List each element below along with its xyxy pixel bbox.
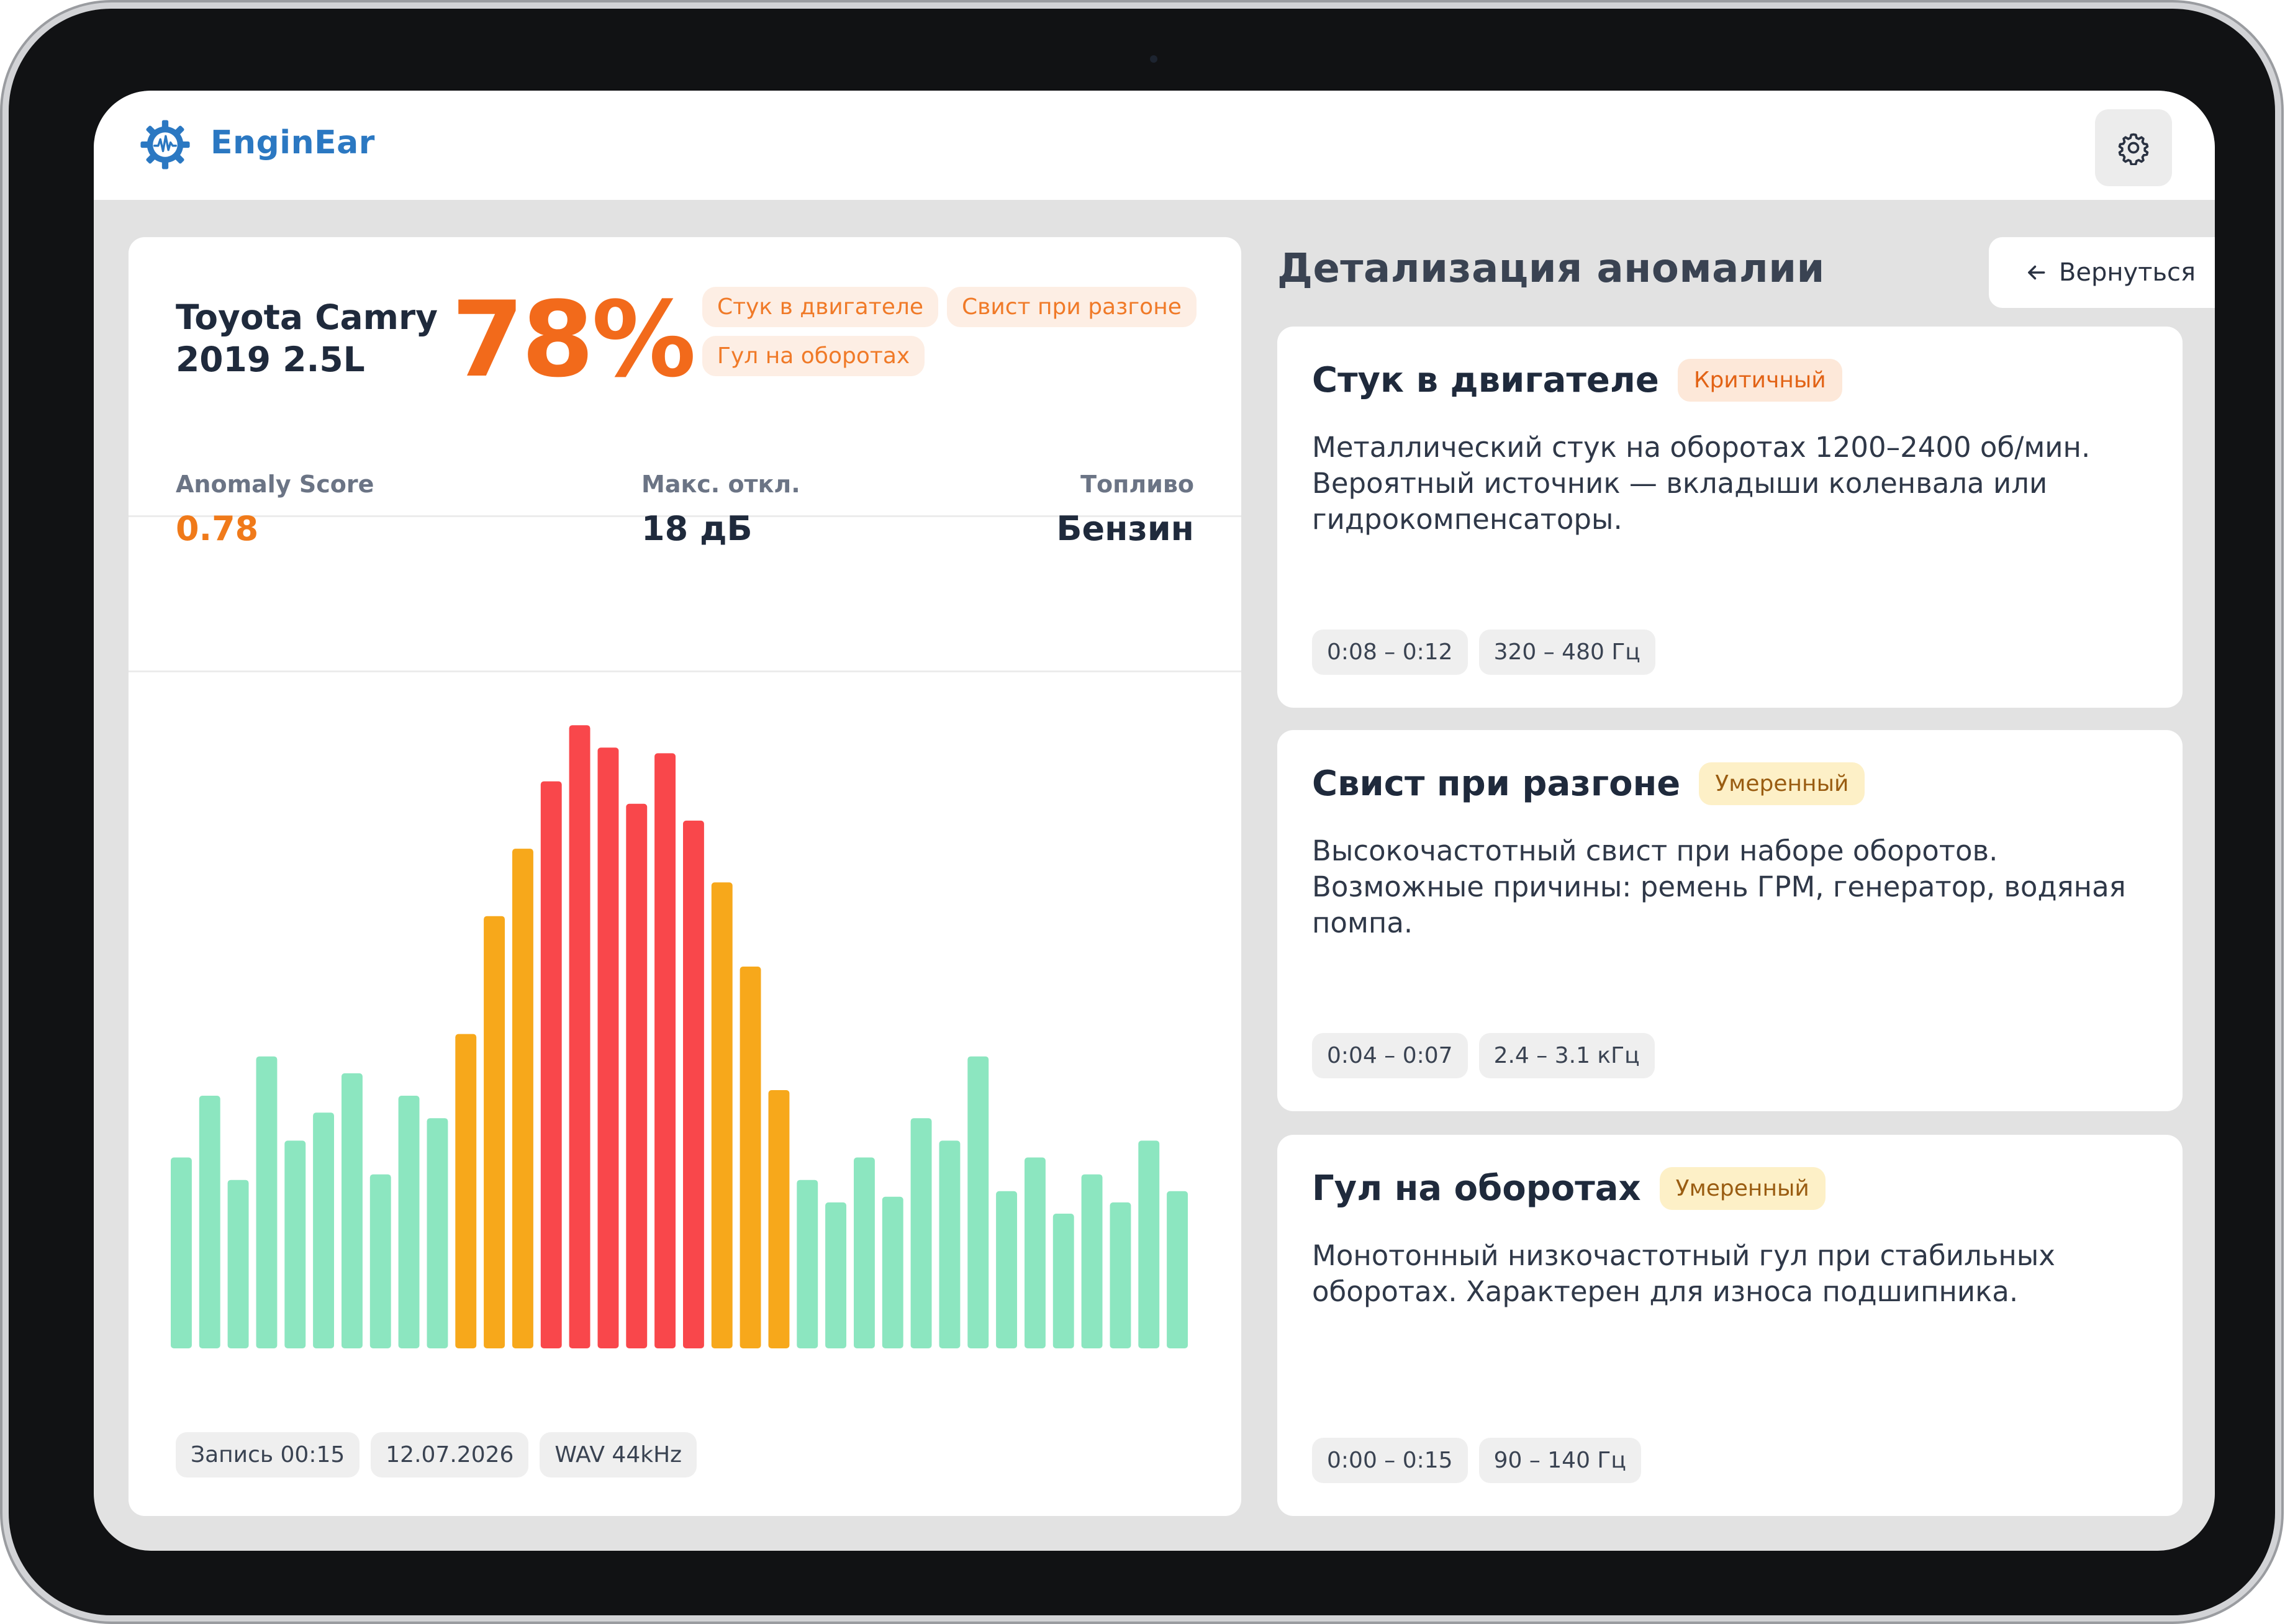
spectrum-bar bbox=[171, 1157, 192, 1348]
spectrum-bar bbox=[227, 1180, 249, 1348]
details-title: Детализация аномалии bbox=[1277, 246, 1825, 292]
spectrum-bar bbox=[313, 1112, 334, 1348]
anomaly-percent: 78% bbox=[451, 279, 696, 400]
spectrum-bar bbox=[427, 1118, 448, 1348]
spectrum-bar bbox=[1110, 1202, 1131, 1348]
anomaly-card-whistle[interactable]: Свист при разгоне Умеренный Высокочастот… bbox=[1277, 730, 2183, 1111]
spectrum-bar bbox=[369, 1174, 391, 1348]
anomaly-title: Стук в двигателе bbox=[1312, 360, 1659, 400]
metric-value: Бензин bbox=[1056, 509, 1194, 548]
spectrum-bar bbox=[1167, 1191, 1188, 1348]
recording-duration: Запись 00:15 bbox=[176, 1432, 360, 1477]
spectrum-bar bbox=[1138, 1140, 1160, 1348]
spectrum-bar-chart bbox=[171, 725, 1188, 1348]
anomaly-tags: Стук в двигателе Свист при разгоне Гул на … bbox=[702, 287, 1211, 385]
spectrum-bar bbox=[654, 753, 676, 1348]
metric-value: 18 дБ bbox=[641, 509, 753, 548]
metric-anomaly-score: Anomaly Score 0.78 bbox=[176, 471, 374, 548]
spectrum-bar bbox=[540, 781, 562, 1348]
time-range-chip: 0:00 – 0:15 bbox=[1312, 1438, 1468, 1483]
spectrum-bar bbox=[484, 916, 505, 1348]
divider bbox=[129, 515, 1241, 517]
settings-button[interactable] bbox=[2095, 109, 2172, 186]
frequency-range-chip: 320 – 480 Гц bbox=[1478, 629, 1655, 675]
anomaly-tag[interactable]: Стук в двигателе bbox=[702, 287, 939, 327]
spectrum-bar bbox=[199, 1096, 220, 1348]
time-range-chip: 0:08 – 0:12 bbox=[1312, 629, 1468, 675]
spectrum-bar bbox=[1025, 1157, 1046, 1348]
camera-dot bbox=[1150, 55, 1157, 63]
app-title: EnginEar bbox=[210, 124, 375, 161]
spectrum-bar bbox=[284, 1140, 306, 1348]
spectrum-bar bbox=[711, 882, 733, 1348]
arrow-left-icon bbox=[2028, 265, 2045, 280]
spectrum-bar bbox=[512, 849, 533, 1348]
spectrum-bar bbox=[939, 1140, 961, 1348]
spectrum-bar bbox=[967, 1056, 989, 1348]
anomaly-description: Высокочастотный свист при наборе оборото… bbox=[1312, 834, 2126, 939]
spectrum-bar bbox=[455, 1034, 477, 1348]
metric-label: Anomaly Score bbox=[176, 471, 374, 498]
spectrum-bar bbox=[1052, 1214, 1074, 1348]
anomaly-description: Металлический стук на оборотах 1200–2400… bbox=[1312, 431, 2091, 536]
metric-label: Топливо bbox=[1080, 471, 1194, 498]
spectrum-bar bbox=[768, 1090, 790, 1348]
divider bbox=[129, 670, 1241, 672]
app-screen: EnginEar Toyota Camry 2019 2.5L 78% Стук… bbox=[94, 91, 2215, 1551]
spectrum-bar bbox=[740, 967, 761, 1348]
metric-fuel: Топливо Бензин bbox=[1056, 471, 1194, 548]
spectrum-bar bbox=[1081, 1174, 1103, 1348]
anomaly-tag[interactable]: Свист при разгоне bbox=[947, 287, 1197, 327]
gear-waveform-logo-icon bbox=[140, 120, 190, 169]
metric-label: Макс. откл. bbox=[641, 471, 800, 498]
spectrum-bar bbox=[683, 820, 704, 1348]
spectrum-bar bbox=[996, 1191, 1017, 1348]
back-button[interactable]: Вернуться bbox=[1989, 237, 2215, 308]
anomaly-card-knock[interactable]: Стук в двигателе Критичный Металлический… bbox=[1277, 327, 2183, 708]
spectrum-bar bbox=[256, 1056, 278, 1348]
metric-max-deviation: Макс. откл. 18 дБ bbox=[641, 471, 800, 548]
spectrum-bar bbox=[825, 1202, 846, 1348]
tablet-frame: EnginEar Toyota Camry 2019 2.5L 78% Стук… bbox=[9, 9, 2275, 1615]
recording-format: WAV 44kHz bbox=[540, 1432, 697, 1477]
metric-value: 0.78 bbox=[176, 509, 259, 548]
anomaly-title: Гул на оборотах bbox=[1312, 1168, 1641, 1209]
spectrum-bar bbox=[398, 1096, 420, 1348]
spectrum-bar bbox=[882, 1196, 903, 1348]
anomaly-description: Монотонный низкочастотный гул при стабил… bbox=[1312, 1239, 2055, 1308]
car-name: Toyota Camry 2019 2.5L bbox=[176, 297, 438, 379]
spectrum-bar bbox=[597, 747, 619, 1348]
spectrum-bar bbox=[854, 1157, 875, 1348]
spectrum-bar bbox=[910, 1118, 932, 1348]
recording-date: 12.07.2026 bbox=[371, 1432, 529, 1477]
severity-badge: Умеренный bbox=[1659, 1167, 1826, 1210]
back-button-label: Вернуться bbox=[2058, 258, 2196, 287]
severity-badge: Критичный bbox=[1677, 359, 1842, 402]
anomaly-title: Свист при разгоне bbox=[1312, 764, 1681, 804]
analysis-summary-card: Toyota Camry 2019 2.5L 78% Стук в двигат… bbox=[129, 237, 1241, 1516]
anomaly-tag[interactable]: Гул на оборотах bbox=[702, 336, 925, 376]
frequency-range-chip: 90 – 140 Гц bbox=[1478, 1438, 1641, 1483]
anomaly-card-hum[interactable]: Гул на оборотах Умеренный Монотонный низ… bbox=[1277, 1135, 2183, 1516]
spectrum-bar bbox=[569, 725, 590, 1348]
severity-badge: Умеренный bbox=[1699, 762, 1865, 805]
time-range-chip: 0:04 – 0:07 bbox=[1312, 1033, 1468, 1078]
frequency-range-chip: 2.4 – 3.1 кГц bbox=[1478, 1033, 1655, 1078]
spectrum-bar bbox=[626, 803, 648, 1348]
top-bar: EnginEar bbox=[94, 91, 2215, 200]
gear-icon bbox=[2118, 133, 2149, 165]
spectrum-bar bbox=[342, 1073, 363, 1348]
spectrum-bar bbox=[797, 1180, 818, 1348]
recording-info: Запись 00:15 12.07.2026 WAV 44kHz bbox=[176, 1432, 708, 1477]
